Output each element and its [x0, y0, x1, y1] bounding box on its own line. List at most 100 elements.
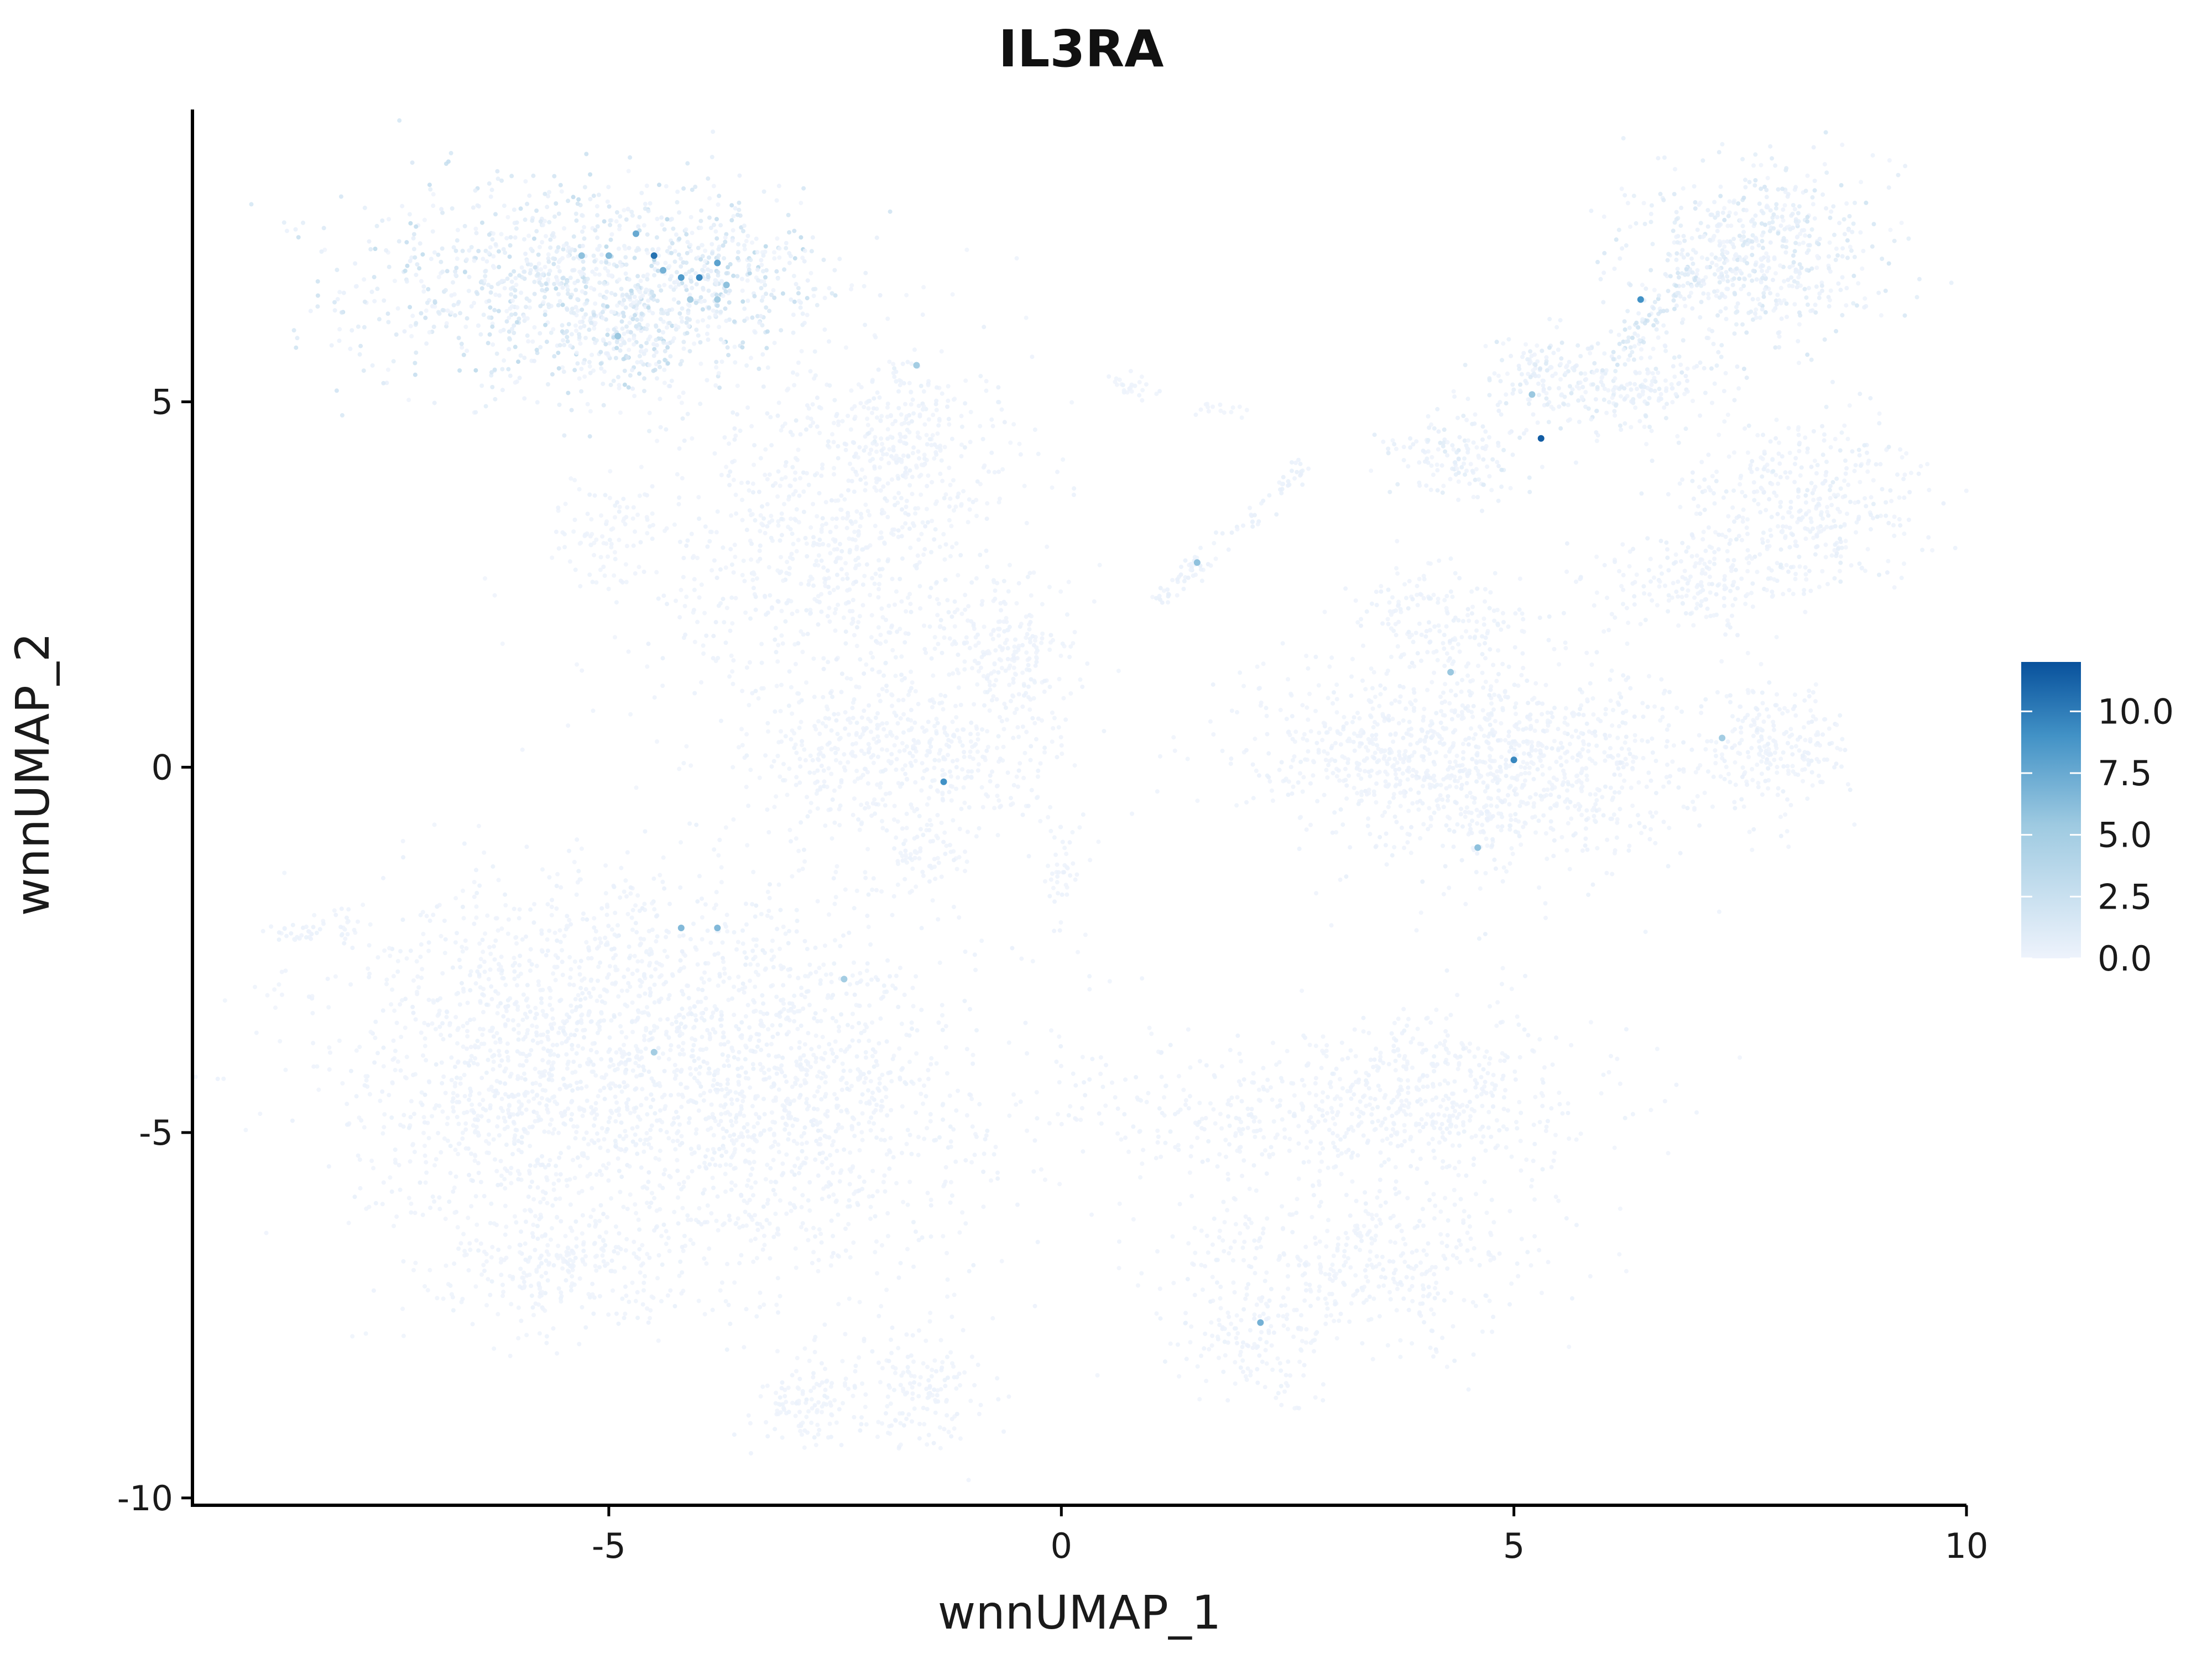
cell-point [554, 529, 559, 534]
cell-point [362, 1083, 367, 1088]
cell-point [837, 807, 842, 812]
cell-point [688, 274, 693, 279]
cell-point [606, 1050, 611, 1054]
cell-point [940, 1013, 945, 1018]
cell-point [906, 512, 911, 517]
cell-point [886, 603, 891, 608]
cell-point [877, 723, 882, 728]
cell-point [688, 937, 693, 942]
cell-point [465, 1000, 470, 1005]
cell-point [942, 725, 947, 730]
cell-point [445, 308, 450, 313]
cell-point [604, 519, 609, 524]
cell-point [529, 1048, 534, 1053]
cell-point [645, 517, 650, 522]
cell-point [570, 1112, 575, 1117]
cell-point [700, 896, 704, 901]
cell-point [571, 529, 576, 534]
cell-point [856, 533, 861, 538]
cell-point [611, 526, 615, 531]
cell-point [763, 594, 768, 599]
cell-point [547, 220, 552, 225]
cell-point [768, 593, 773, 598]
cell-point [653, 368, 658, 372]
cell-point [903, 853, 908, 857]
cell-point [968, 732, 973, 737]
cell-point [447, 1033, 452, 1038]
cell-point [898, 1261, 903, 1266]
cell-point [732, 1132, 737, 1137]
cell-point [590, 580, 595, 585]
cell-point [679, 1067, 684, 1072]
cell-point [575, 308, 580, 313]
cell-point [831, 587, 836, 592]
cell-point [769, 1042, 774, 1047]
cell-point [997, 714, 1002, 719]
cell-point [921, 873, 926, 878]
cell-point [839, 567, 844, 572]
cell-point [1022, 750, 1027, 755]
cell-point [384, 380, 389, 385]
cell-point [877, 558, 881, 563]
cell-point [493, 1040, 498, 1045]
cell-point [822, 580, 827, 585]
cell-point [881, 727, 886, 732]
cell-point [919, 492, 924, 497]
cell-point [930, 519, 935, 523]
cell-point [948, 483, 953, 487]
cell-point [580, 289, 585, 294]
cell-point [731, 273, 736, 278]
cell-point [605, 975, 610, 980]
cell-point [562, 433, 567, 438]
cell-point [556, 1030, 561, 1035]
cell-point [894, 767, 899, 772]
cell-point [731, 228, 735, 233]
cell-point [757, 549, 762, 553]
cell-point [937, 544, 942, 549]
cell-point [1078, 1118, 1083, 1123]
cell-point [1004, 717, 1009, 722]
cell-point [701, 980, 706, 985]
cell-point [742, 223, 747, 228]
cell-point [507, 329, 512, 334]
cell-point [784, 1152, 789, 1157]
cell-point [959, 424, 964, 429]
cell-point [998, 619, 1003, 624]
cell-point [743, 901, 748, 906]
cell-point [515, 305, 520, 310]
cell-point [487, 299, 492, 304]
cell-point [752, 592, 757, 597]
cell-point [753, 330, 758, 335]
cell-point [774, 198, 779, 203]
cell-point [887, 359, 892, 364]
cell-point [821, 656, 826, 661]
cell-point [1060, 752, 1065, 756]
cell-point [437, 1008, 442, 1013]
cell-point [884, 618, 888, 622]
cell-point [884, 989, 889, 994]
cell-point [647, 363, 652, 367]
cell-point [728, 1089, 733, 1094]
cell-point [639, 317, 644, 322]
cell-point [982, 703, 987, 708]
cell-point [874, 888, 879, 893]
cell-point [805, 296, 810, 301]
cell-point [883, 639, 888, 644]
cell-point [596, 964, 601, 969]
cell-point [633, 1061, 638, 1066]
cell-point [346, 1220, 351, 1225]
cell-point [606, 554, 610, 559]
cell-point [793, 661, 798, 666]
cell-point [1083, 932, 1088, 937]
cell-point [413, 1211, 418, 1215]
cell-point [880, 1243, 884, 1248]
cell-point [712, 451, 717, 456]
cell-point [619, 988, 624, 993]
cell-point [717, 837, 722, 842]
cell-point [662, 380, 667, 385]
cell-point [571, 234, 576, 239]
cell-point [808, 1065, 813, 1070]
cell-point [658, 1108, 662, 1113]
cell-point [745, 480, 750, 485]
cell-point [451, 302, 456, 307]
